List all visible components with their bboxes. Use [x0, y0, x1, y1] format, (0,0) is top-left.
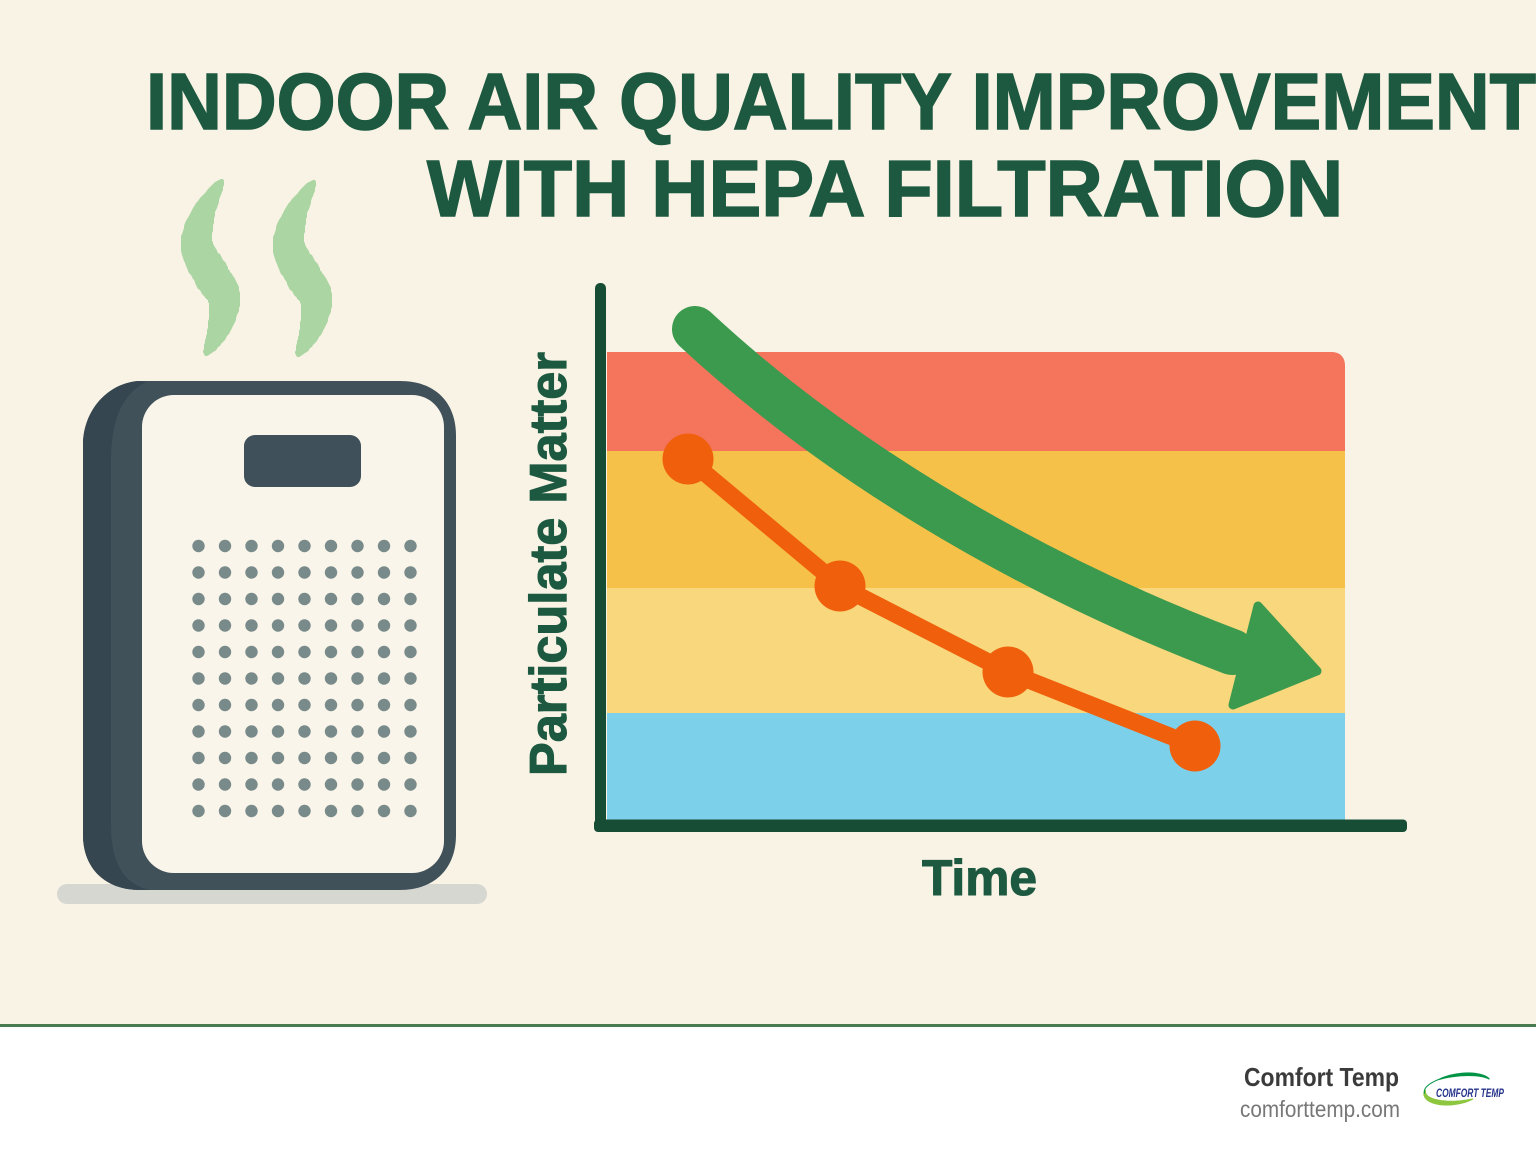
svg-text:INDOOR AIR QUALITY IMPROVEMENT: INDOOR AIR QUALITY IMPROVEMENT [146, 57, 1536, 146]
svg-text:COMFORT TEMP: COMFORT TEMP [1436, 1088, 1504, 1100]
svg-text:Particulate Matter: Particulate Matter [520, 352, 578, 776]
svg-text:Time: Time [922, 850, 1037, 906]
svg-text:Comfort Temp: Comfort Temp [1244, 1062, 1399, 1092]
svg-text:comforttemp.com: comforttemp.com [1240, 1096, 1400, 1122]
svg-text:WITH HEPA FILTRATION: WITH HEPA FILTRATION [427, 144, 1343, 233]
